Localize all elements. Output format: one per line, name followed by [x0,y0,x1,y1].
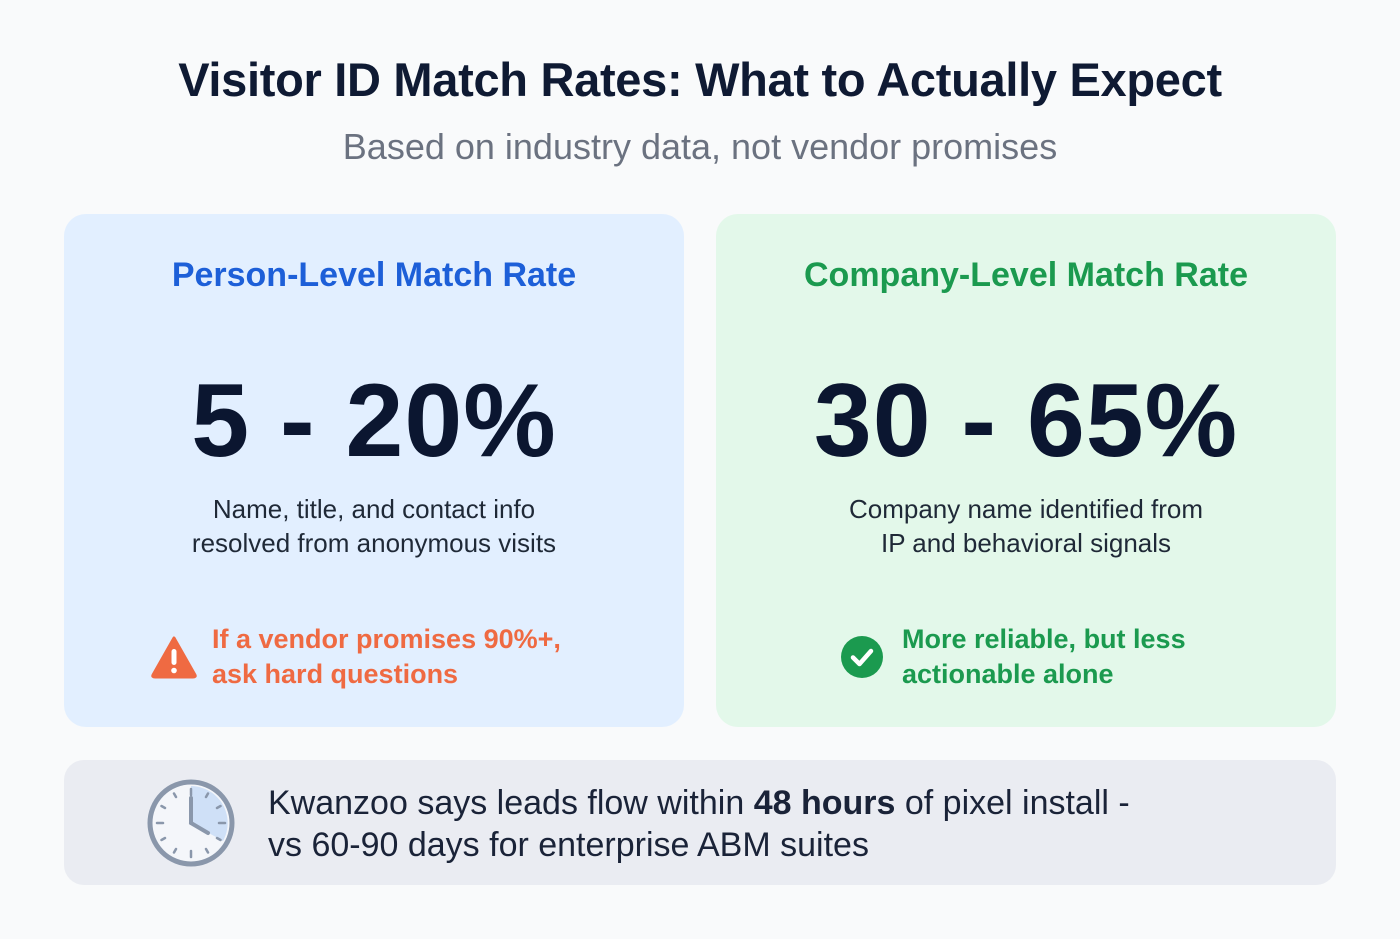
match-rate-range: 5 - 20% [191,363,557,479]
check-circle-icon [841,636,883,678]
page-subtitle: Based on industry data, not vendor promi… [342,126,1058,167]
card-title: Person-Level Match Rate [171,256,577,294]
note-line: ask hard questions [212,659,459,689]
person-level-card: Person-Level Match Rate 5 - 20% Name, ti… [64,214,684,727]
footer-callout: Kwanzoo says leads flow within 48 hours … [64,760,1336,885]
footer-line-2: vs 60-90 days for enterprise ABM suites [268,826,869,864]
description-line: Name, title, and contact info [212,494,536,524]
company-level-card: Company-Level Match Rate 30 - 65% Compan… [716,214,1336,727]
footer-text: Kwanzoo says leads flow within 48 hours … [268,782,1130,866]
clock-icon [147,779,235,867]
note-line: If a vendor promises 90%+, [212,624,561,654]
match-rate-range: 30 - 65% [813,363,1239,479]
warning-note: If a vendor promises 90%+, ask hard ques… [150,622,561,692]
card-title: Company-Level Match Rate [804,256,1248,294]
page-title: Visitor ID Match Rates: What to Actually… [178,53,1222,106]
info-note: More reliable, but less actionable alone [840,622,1186,692]
description-line: Company name identified from [848,494,1204,524]
highlight-48-hours: 48 hours [753,784,896,822]
card-description: Company name identified from IP and beha… [716,492,1336,560]
card-description: Name, title, and contact info resolved f… [64,492,684,560]
note-line: actionable alone [902,659,1114,689]
footer-line-1: Kwanzoo says leads flow within 48 hours … [268,784,1130,822]
note-line: More reliable, but less [902,624,1186,654]
warning-icon [151,636,197,679]
description-line: IP and behavioral signals [880,528,1172,558]
description-line: resolved from anonymous visits [191,528,557,558]
